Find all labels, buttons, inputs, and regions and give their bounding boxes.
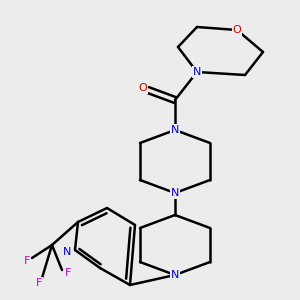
Text: O: O [232,25,242,35]
Text: N: N [171,125,179,135]
Text: O: O [139,83,147,93]
Text: N: N [171,188,179,198]
Text: F: F [36,278,42,288]
Text: N: N [63,247,71,257]
Text: N: N [171,270,179,280]
Text: F: F [24,256,30,266]
Text: F: F [65,268,71,278]
Text: N: N [193,67,201,77]
